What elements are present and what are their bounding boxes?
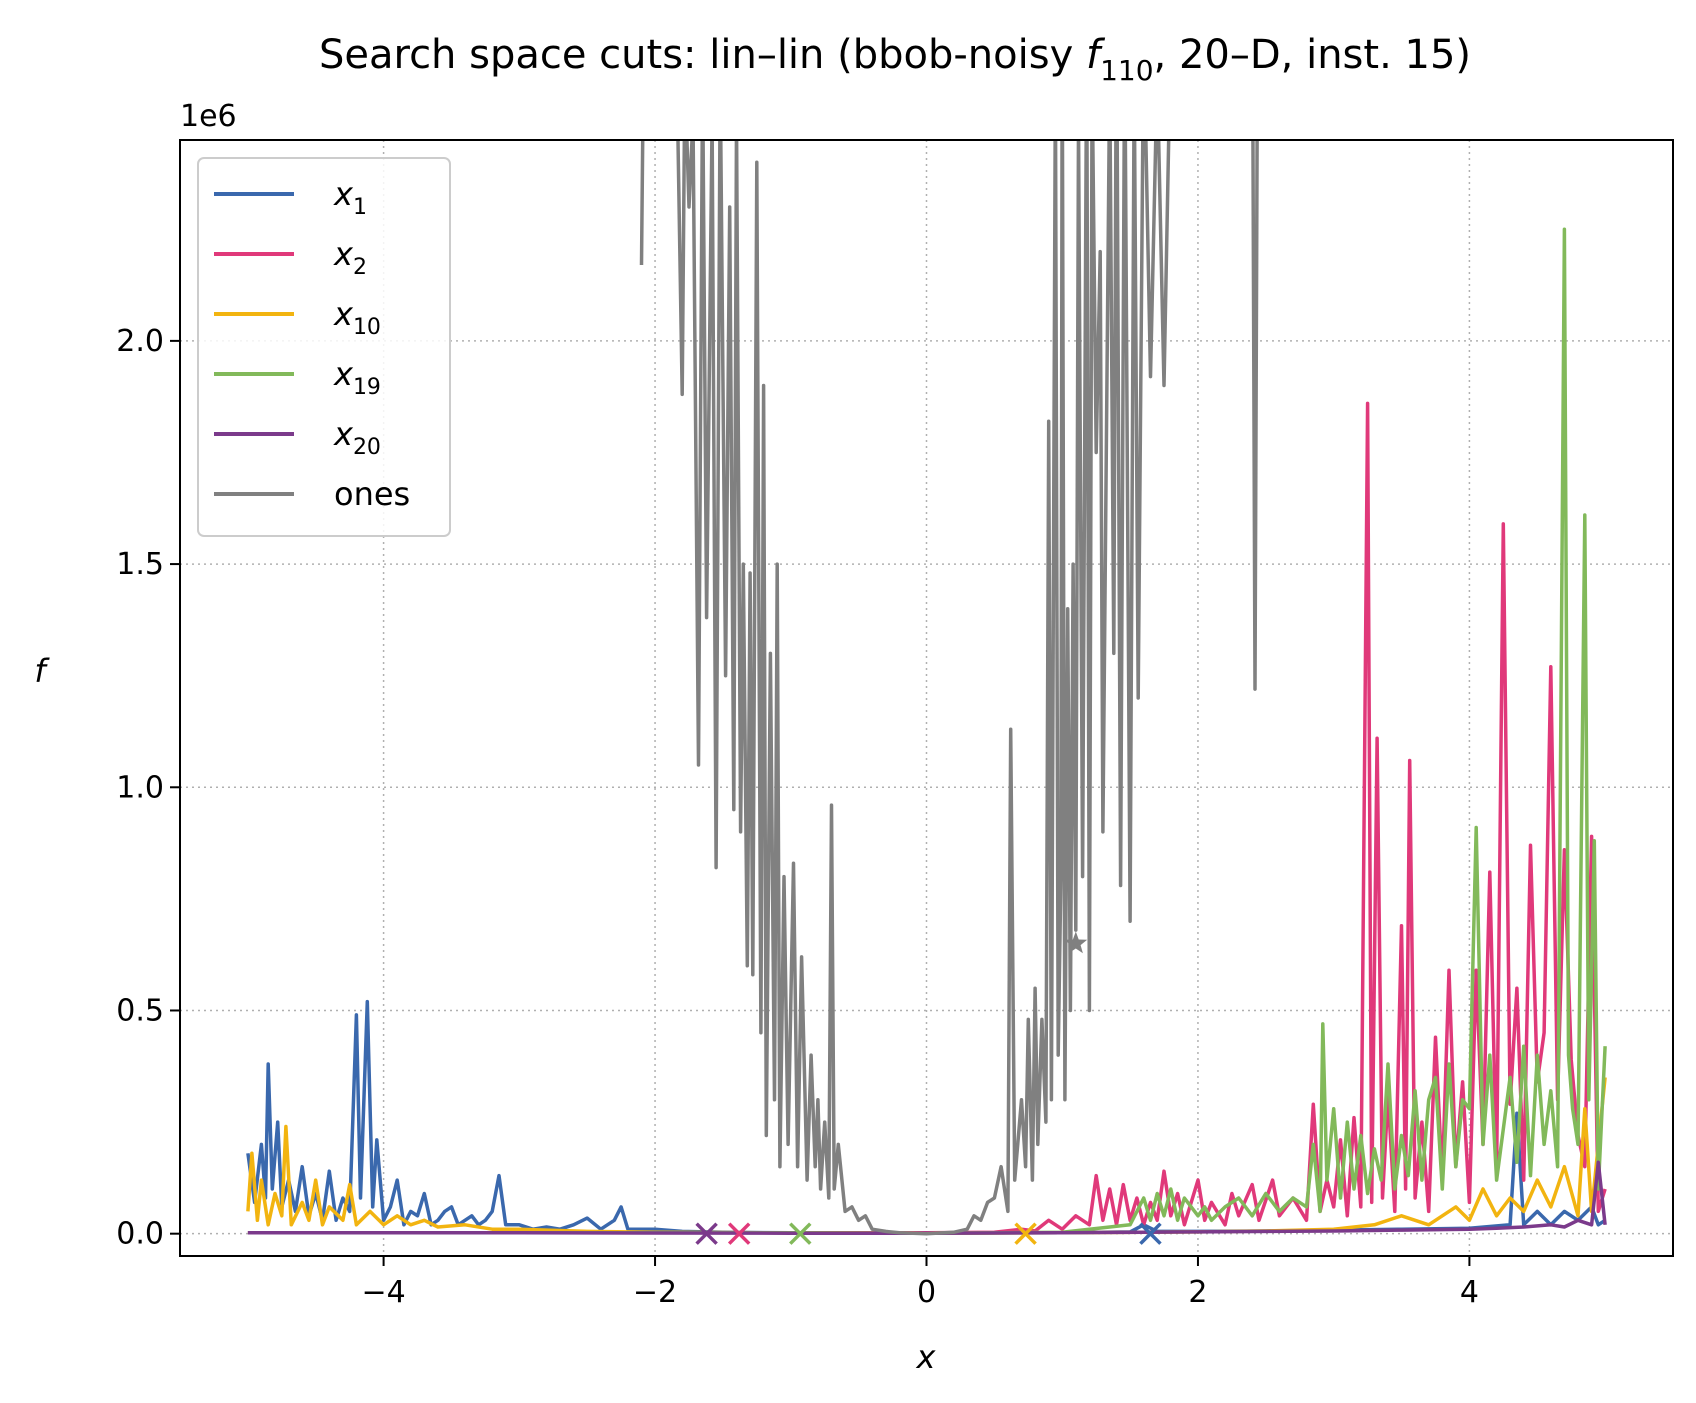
legend-label-2: x10 xyxy=(333,295,381,340)
legend-label-4: x20 xyxy=(333,415,381,460)
x-tick-label-0: −4 xyxy=(361,1275,405,1310)
y-ticks: 0.0 0.5 1.0 1.5 2.0 xyxy=(116,324,180,1252)
y-tick-label-4: 2.0 xyxy=(116,324,164,359)
marker-group xyxy=(695,931,1162,1245)
x-tick-label-1: −2 xyxy=(633,1275,677,1310)
legend-label-5: ones xyxy=(334,475,410,513)
legend-label-3: x19 xyxy=(333,355,381,400)
chart-title: Search space cuts: lin–lin (bbob-noisy f… xyxy=(319,32,1471,87)
marker-star-5 xyxy=(1064,931,1088,954)
y-tick-label-3: 1.5 xyxy=(116,547,164,582)
x-tick-label-4: 4 xyxy=(1460,1275,1479,1310)
series-line-2 xyxy=(246,1077,1607,1235)
y-tick-label-0: 0.0 xyxy=(116,1217,164,1252)
legend-label-1: x2 xyxy=(333,235,367,280)
y-tick-label-1: 0.5 xyxy=(116,993,164,1028)
series-line-1 xyxy=(247,401,1607,1235)
series-group xyxy=(246,140,1607,1236)
series-line-5 xyxy=(639,140,1259,1236)
x-ticks: −4 −2 0 2 4 xyxy=(361,1256,1479,1310)
y-scale-label: 1e6 xyxy=(180,99,237,134)
x-axis-label: x xyxy=(916,1338,937,1376)
marker-x-1 xyxy=(727,1222,751,1245)
marker-x-0 xyxy=(695,1222,718,1245)
legend-box xyxy=(197,157,451,537)
x-tick-label-3: 2 xyxy=(1188,1275,1207,1310)
series-line-4 xyxy=(247,1160,1607,1235)
marker-x-4 xyxy=(1139,1222,1162,1245)
chart-title-sub: 110 xyxy=(1100,54,1153,87)
chart-title-main: Search space cuts: lin–lin (bbob-noisy xyxy=(319,32,1086,78)
marker-x-2 xyxy=(789,1222,812,1245)
legend: x1 x2 x10 x19 x20 ones xyxy=(197,157,451,537)
x-tick-label-2: 0 xyxy=(917,1275,936,1310)
series-line-3 xyxy=(247,227,1607,1235)
legend-label-0: x1 xyxy=(333,175,367,220)
marker-x-3 xyxy=(1014,1222,1037,1245)
y-tick-label-2: 1.0 xyxy=(116,770,164,805)
chart-title-tail: , 20–D, inst. 15) xyxy=(1154,32,1471,78)
